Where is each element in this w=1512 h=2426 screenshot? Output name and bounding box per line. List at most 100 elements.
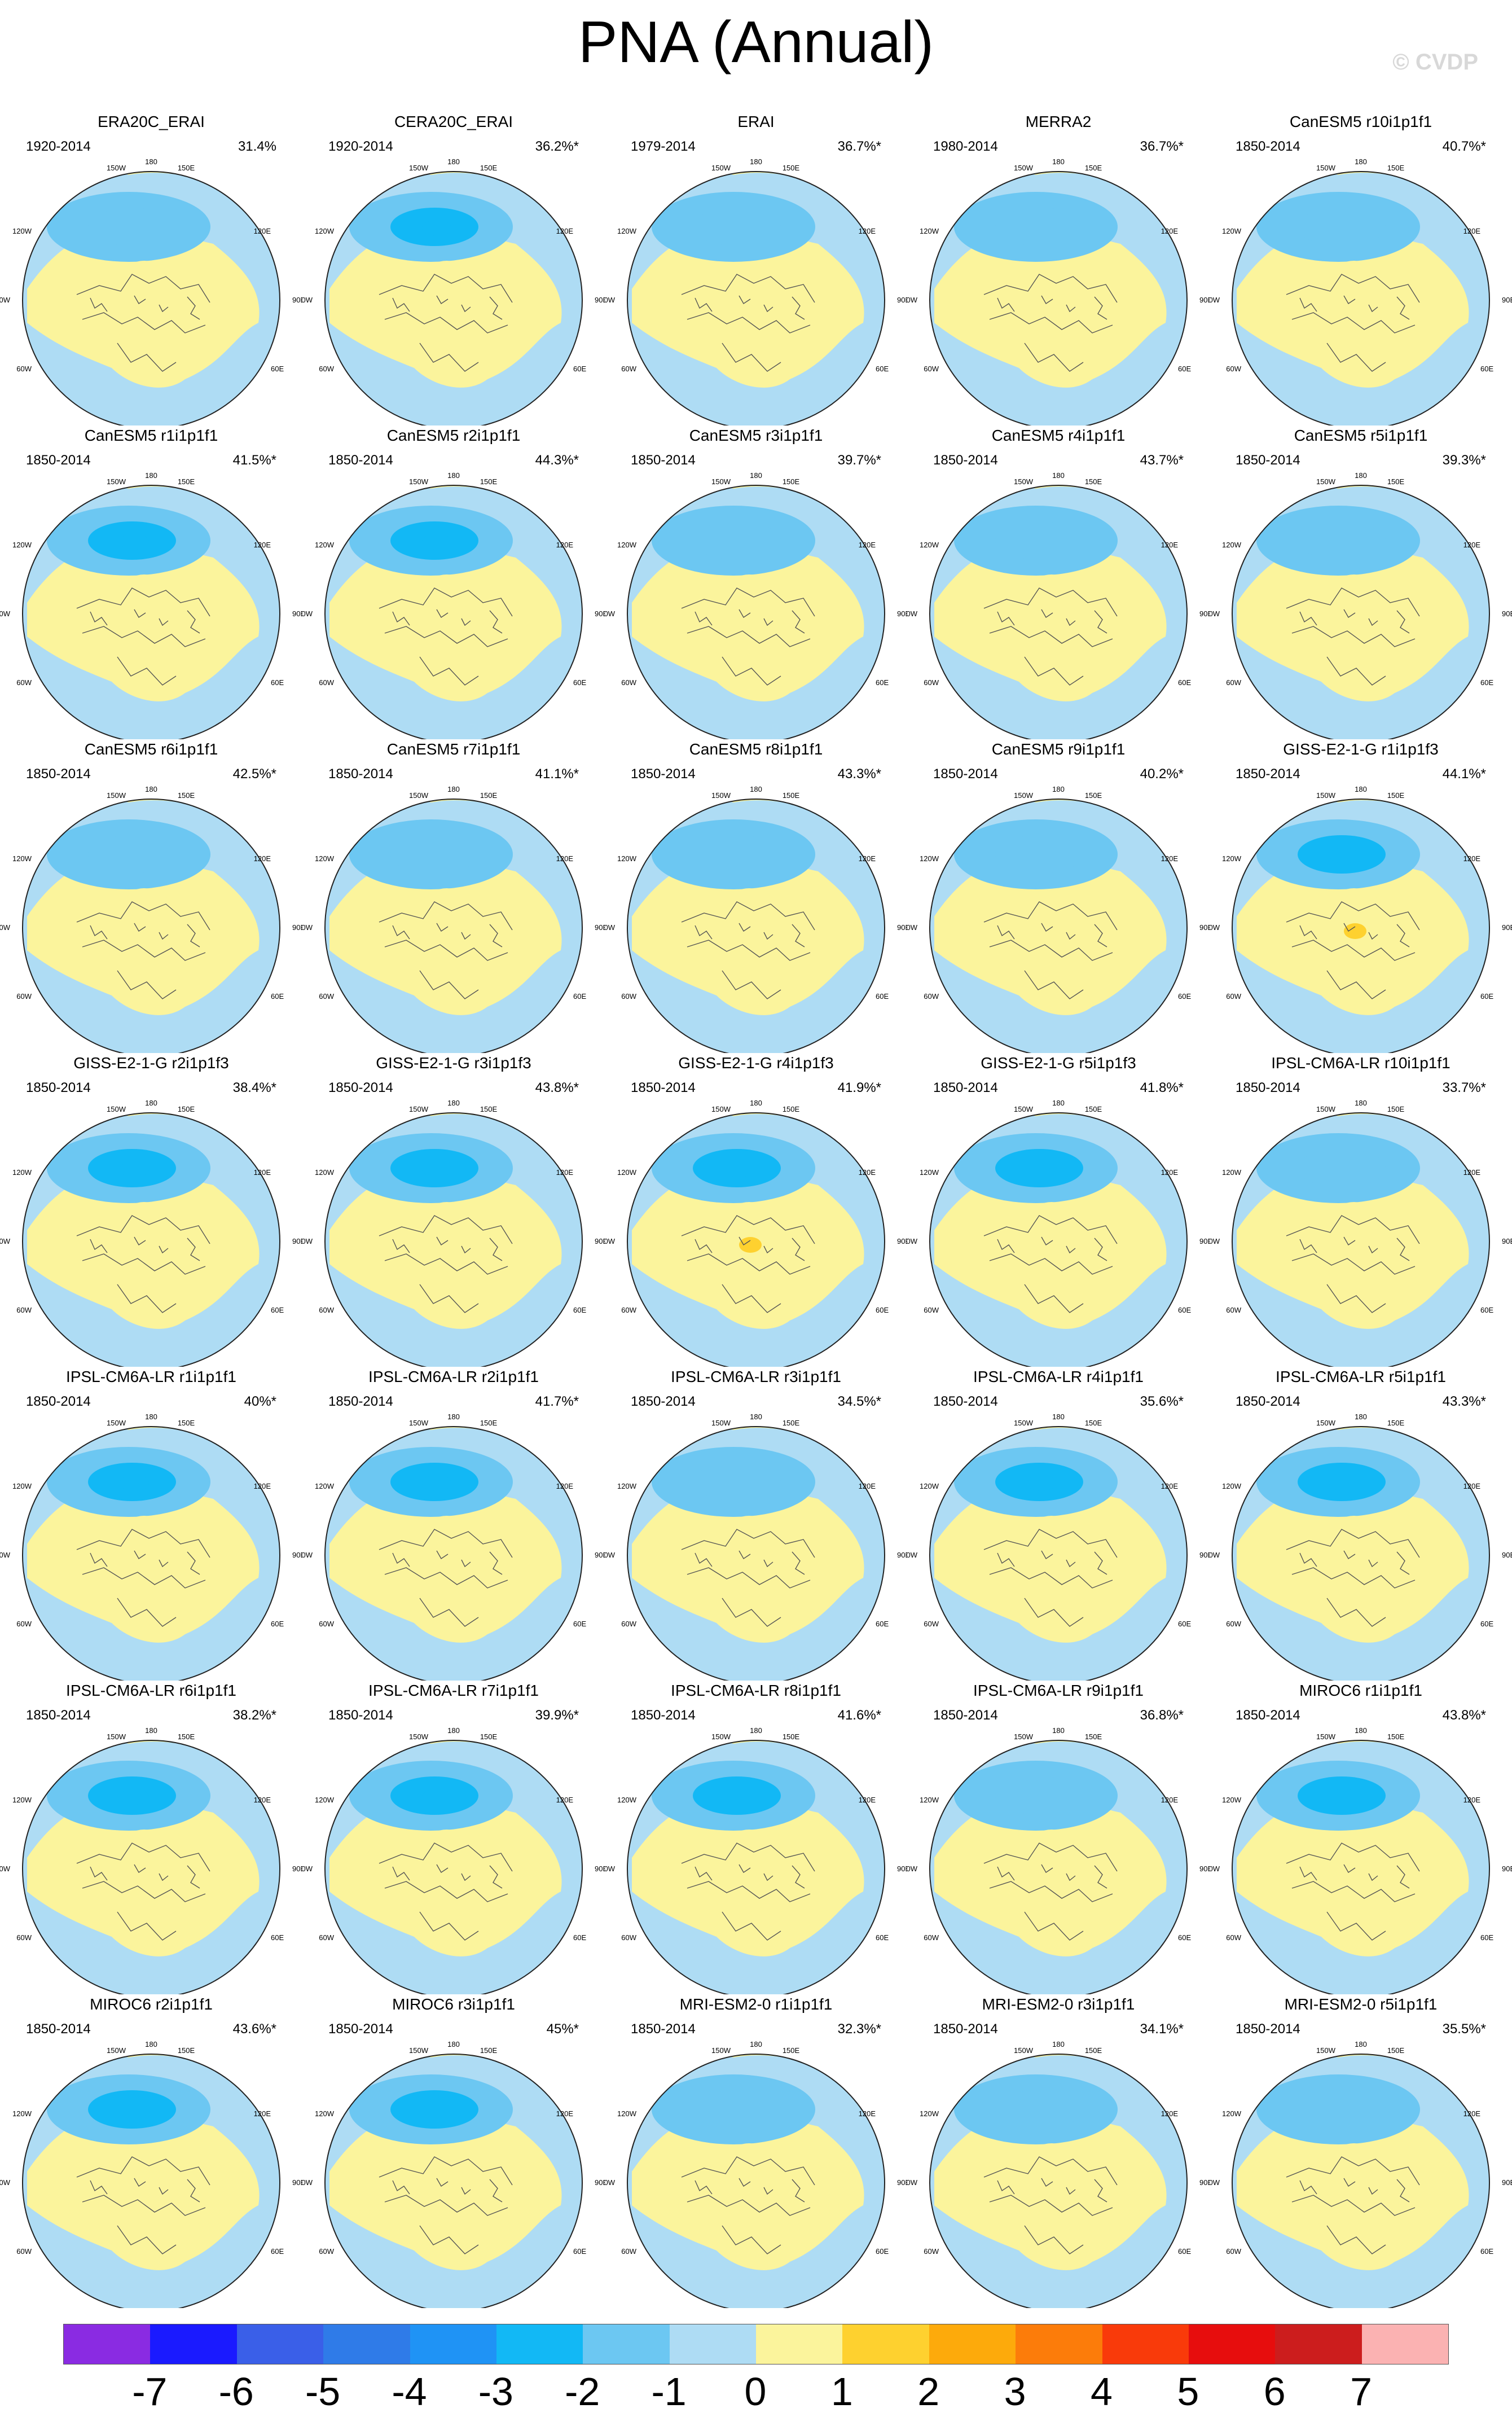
panel-years: 1850-2014 <box>328 453 393 468</box>
longitude-label: 120E <box>1161 541 1179 549</box>
longitude-label: 90W <box>907 1551 918 1559</box>
panel-years: 1920-2014 <box>26 139 91 154</box>
longitude-label: 120W <box>12 227 32 235</box>
longitude-label: 120E <box>1161 1482 1179 1490</box>
coastline <box>989 940 1113 961</box>
field-negative-pacific-core <box>693 835 781 874</box>
longitude-label: 90W <box>302 296 313 304</box>
colorbar-tick-label: -3 <box>478 2370 513 2414</box>
longitude-label: 120W <box>315 1482 335 1490</box>
longitude-label: 180 <box>145 1099 157 1107</box>
polar-map: 180150W150E120W120E90W90E60W60E30W30E0 <box>907 1726 1210 1994</box>
panel-years: 1850-2014 <box>933 766 998 782</box>
colorbar-tick-label: -6 <box>218 2370 254 2414</box>
panel-percent-variance: 43.3%* <box>1442 1394 1486 1409</box>
map-panel: GISS-E2-1-G r5i1p1f3 1850-2014 41.8%* 180 15… <box>907 1054 1210 1369</box>
coastline <box>419 656 479 686</box>
colorbar-tick-label: 4 <box>1091 2370 1113 2414</box>
longitude-label: 150E <box>1085 1105 1102 1113</box>
coastline <box>392 297 410 312</box>
panel-title: IPSL-CM6A-LR r6i1p1f1 <box>66 1682 236 1699</box>
coastline <box>134 1864 169 1881</box>
longitude-label: 90E <box>1502 1551 1512 1559</box>
map-border <box>1232 1112 1490 1367</box>
map-border <box>1232 1426 1490 1681</box>
map-border <box>627 1112 885 1367</box>
coastline <box>1299 925 1317 940</box>
field-negative-pacific-core <box>995 521 1083 560</box>
map-border <box>627 485 885 739</box>
longitude-label: 120E <box>1161 2109 1179 2118</box>
coastline <box>489 610 503 634</box>
longitude-label: 90E <box>1199 296 1210 304</box>
coastline <box>76 587 210 617</box>
map-panel: IPSL-CM6A-LR r10i1p1f1 1850-2014 33.7%* 180… <box>1210 1054 1512 1369</box>
map-border <box>1232 799 1490 1053</box>
longitude-label: 150W <box>1316 791 1336 800</box>
coastline <box>722 656 781 686</box>
polar-map: 180150W150E120W120E90W90E60W60E30W30E0 <box>302 2040 605 2308</box>
coastline <box>117 970 177 999</box>
coastline <box>695 1552 713 1567</box>
coastline <box>695 611 713 626</box>
polar-map: 180150W150E120W120E90W90E60W60E30W30E0 <box>907 1099 1210 1367</box>
map-border <box>1232 1740 1490 1994</box>
longitude-label: 90E <box>1199 1551 1210 1559</box>
map-panel: ERAI 1979-2014 36.7%* 180 150W 150E 120W 120E 90… <box>605 113 907 428</box>
colorbar-tick-label: -4 <box>392 2370 427 2414</box>
longitude-label: 60E <box>876 1933 889 1942</box>
panel-years: 1850-2014 <box>1236 2021 1300 2037</box>
polar-map: 180150W150E120W120E90W90E60W60E30W30E0 <box>302 1726 605 1994</box>
polar-map: 180150W150E120W120E90W90E60W60E30W30E0 <box>0 785 302 1053</box>
polar-map: 180150W150E120W120E90W90E60W60E30W30E0 <box>605 1099 907 1367</box>
coastline <box>1326 343 1386 372</box>
panel-percent-variance: 34.5%* <box>837 1394 881 1409</box>
polar-map: 180150W150E120W120E90W90E60W60E30W30E0 <box>907 785 1210 1053</box>
longitude-label: 120E <box>1161 227 1179 235</box>
panel-title: IPSL-CM6A-LR r5i1p1f1 <box>1276 1368 1446 1385</box>
panel-title: CanESM5 r1i1p1f1 <box>84 427 218 444</box>
field-negative-pacific-peak <box>422 1475 451 1491</box>
longitude-label: 60E <box>573 992 586 1001</box>
panel-years: 1850-2014 <box>328 1080 393 1095</box>
panel-percent-variance: 38.4%* <box>232 1080 276 1095</box>
map-fields <box>325 2054 582 2308</box>
longitude-label: 60W <box>924 2247 939 2256</box>
panel-percent-variance: 33.7%* <box>1442 1080 1486 1095</box>
coastline <box>1024 2225 1084 2254</box>
longitude-label: 150W <box>1014 1419 1034 1427</box>
colorbar-tick-label: 7 <box>1350 2370 1373 2414</box>
coastline <box>419 343 479 372</box>
longitude-label: 120W <box>315 2109 335 2118</box>
longitude-label: 150E <box>1085 791 1102 800</box>
longitude-label: 120E <box>859 1482 876 1490</box>
longitude-label: 90W <box>605 609 616 618</box>
longitude-label: 90W <box>907 1865 918 1873</box>
coastline <box>1041 1864 1076 1881</box>
longitude-label: 180 <box>750 1726 762 1735</box>
coastline <box>1343 1864 1378 1881</box>
longitude-label: 90W <box>907 609 918 618</box>
longitude-label: 60W <box>924 1933 939 1942</box>
coastline <box>384 1881 508 1902</box>
longitude-label: 60W <box>319 1306 334 1314</box>
longitude-label: 150W <box>1316 477 1336 486</box>
longitude-label: 60E <box>271 2247 284 2256</box>
panel-years: 1850-2014 <box>26 1394 91 1409</box>
panel-title: CanESM5 r8i1p1f1 <box>689 740 823 758</box>
longitude-label: 150E <box>178 2046 195 2055</box>
longitude-label: 120E <box>556 1796 574 1804</box>
field-negative-pacific-peak <box>1027 1161 1056 1177</box>
coastline <box>436 2178 471 2195</box>
coastline <box>392 611 410 626</box>
longitude-label: 90W <box>0 1237 11 1245</box>
longitude-label: 180 <box>1052 1099 1065 1107</box>
panel-percent-variance: 39.3%* <box>1442 453 1486 468</box>
map-panel: GISS-E2-1-G r3i1p1f3 1850-2014 43.8%* 180 15… <box>302 1054 605 1369</box>
field-negative-pacific-peak <box>120 1475 149 1491</box>
polar-map: 180150W150E120W120E90W90E60W60E30W30E0 <box>0 1726 302 1994</box>
map-panel: MIROC6 r3i1p1f1 1850-2014 45%* 180 150W 150E 1… <box>302 1995 605 2310</box>
longitude-label: 150W <box>409 477 429 486</box>
longitude-label: 90E <box>595 1551 605 1559</box>
longitude-label: 150E <box>178 1732 195 1741</box>
